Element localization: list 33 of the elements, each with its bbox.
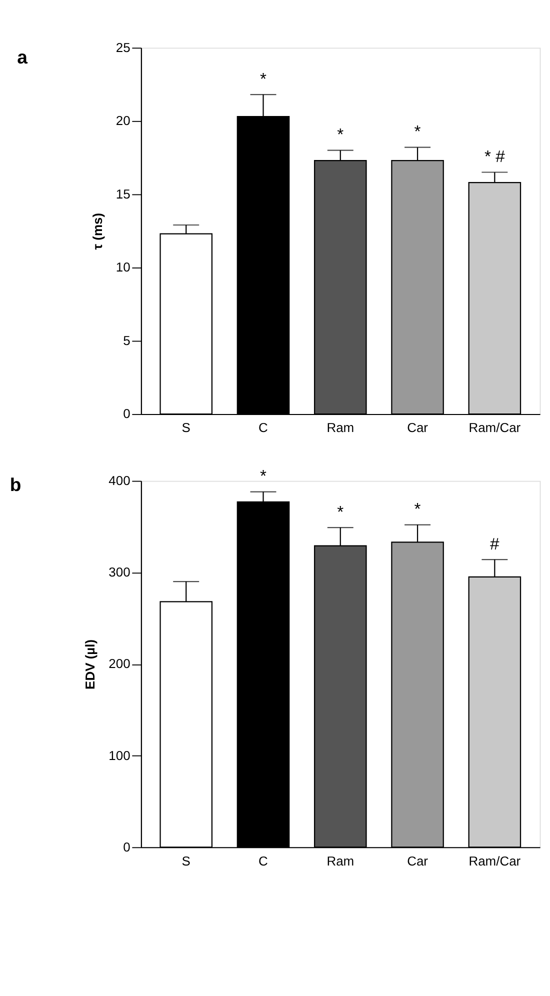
y-axis-title: EDV (µl): [82, 639, 98, 690]
y-tick-label: 0: [123, 839, 130, 854]
x-tick-label: Ram/Car: [468, 853, 522, 868]
y-tick-label: 20: [116, 113, 130, 128]
x-tick-label: Ram: [326, 853, 354, 868]
annotation: *: [414, 122, 422, 142]
annotation: *: [260, 69, 267, 88]
annotation: *: [414, 500, 422, 519]
x-tick-label: Car: [407, 853, 429, 868]
annotation: #: [490, 534, 500, 554]
y-axis-title: τ (ms): [90, 212, 105, 250]
y-tick-label: 5: [123, 332, 130, 348]
y-tick-label: 10: [116, 260, 130, 275]
annotation: *: [260, 466, 267, 486]
chart-title: b: [10, 474, 22, 495]
x-tick-label: Ram/Car: [468, 420, 522, 436]
y-tick-label: 15: [116, 186, 130, 202]
x-tick-label: S: [182, 853, 191, 868]
annotation: * #: [484, 147, 506, 166]
x-tick-label: S: [182, 420, 191, 436]
x-tick-label: C: [258, 853, 268, 868]
x-tick-label: Ram: [326, 420, 354, 436]
annotation: *: [337, 125, 344, 144]
y-tick-label: 25: [116, 40, 130, 55]
x-tick-label: C: [258, 420, 268, 436]
y-tick-label: 0: [123, 406, 130, 422]
y-tick-label: 100: [108, 748, 130, 763]
y-tick-label: 300: [108, 564, 130, 580]
y-tick-label: 200: [108, 656, 130, 672]
chart-title: a: [17, 46, 28, 68]
y-tick-label: 400: [108, 473, 130, 488]
x-tick-label: Car: [407, 420, 429, 436]
annotation: *: [337, 502, 344, 522]
